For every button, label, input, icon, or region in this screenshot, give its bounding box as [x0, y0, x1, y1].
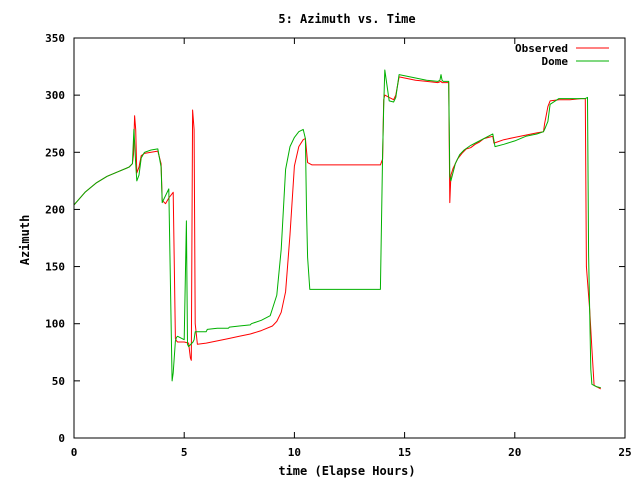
x-axis-label: time (Elapse Hours) — [278, 464, 415, 478]
y-tick-label: 300 — [45, 89, 65, 102]
y-tick-label: 200 — [45, 203, 65, 216]
y-tick-label: 250 — [45, 146, 65, 159]
y-tick-label: 350 — [45, 32, 65, 45]
x-tick-label: 5 — [181, 446, 188, 459]
series-layer — [73, 69, 602, 390]
x-tick-label: 10 — [288, 446, 301, 459]
x-tick-label: 0 — [71, 446, 78, 459]
ticks-layer: 0 50 100 150 200 250 300 350 0 5 10 15 20 25 — [45, 32, 632, 459]
x-tick-label: 25 — [618, 446, 631, 459]
y-tick-label: 0 — [58, 432, 65, 445]
legend-label-observed: Observed — [515, 42, 568, 55]
y-axis-label: Azimuth — [18, 215, 32, 266]
plot-frame — [73, 37, 626, 439]
y-tick-label: 150 — [45, 261, 65, 274]
chart-title: 5: Azimuth vs. Time — [278, 12, 415, 26]
y-tick-label: 50 — [52, 375, 65, 388]
series-line-dome — [73, 69, 601, 389]
y-tick-label: 100 — [45, 318, 65, 331]
legend-label-dome: Dome — [542, 55, 569, 68]
x-tick-label: 15 — [398, 446, 411, 459]
x-tick-label: 20 — [508, 446, 521, 459]
